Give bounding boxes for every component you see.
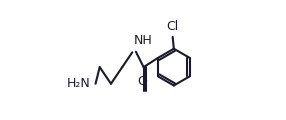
Text: H₂N: H₂N [66, 77, 90, 90]
Text: Cl: Cl [166, 20, 179, 33]
Text: O: O [137, 75, 147, 88]
Text: NH: NH [134, 34, 152, 47]
